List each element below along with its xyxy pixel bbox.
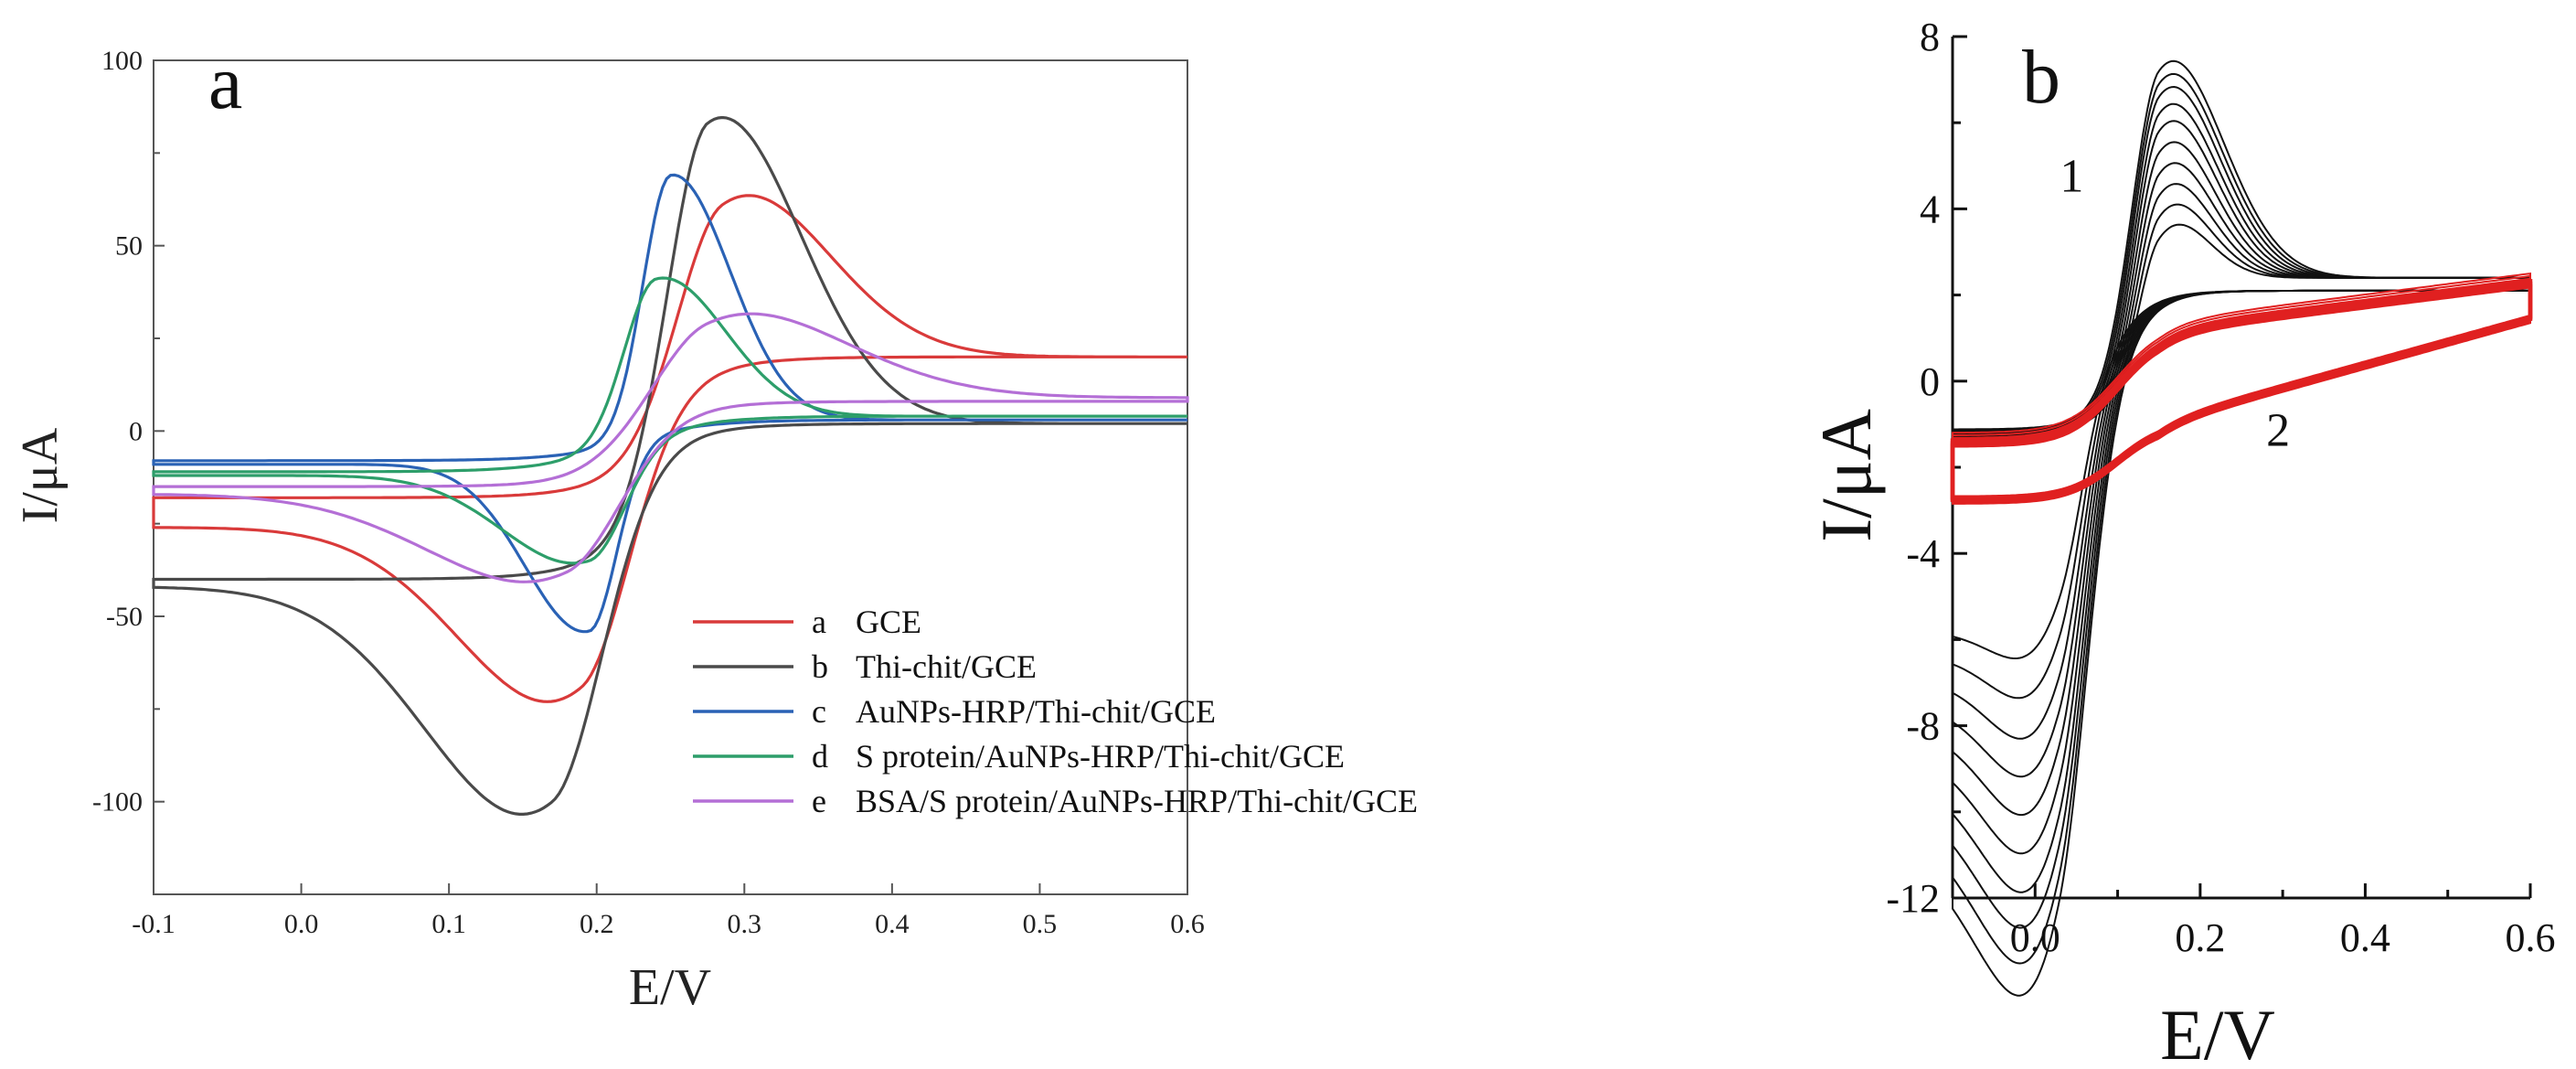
x-tick-label: 0.0 <box>284 909 319 939</box>
x-tick-label: -0.1 <box>132 909 176 939</box>
x-tick-label: 0.6 <box>1170 909 1205 939</box>
x-tick-label: 0.1 <box>431 909 466 939</box>
cv-curve-c <box>152 173 1187 634</box>
legend-key-e: e <box>812 783 826 819</box>
panel-a: -0.1 0.0 0.1 0.2 0.3 0.4 0.5 0.6 100500-50-100 … <box>12 40 1418 1016</box>
y-tick-label: -4 <box>1906 531 1940 576</box>
panel-b-y-ticks: 8 4 0 -4 -8 -12 <box>1886 15 1967 921</box>
x-tick-label: 0.2 <box>2175 915 2225 960</box>
panel-a-plot-frame <box>153 59 1188 895</box>
x-tick-label: 0.2 <box>580 909 614 939</box>
y-tick-label: -50 <box>106 602 143 632</box>
legend-label-e: BSA/S protein/AuNPs-HRP/Thi-chit/GCE <box>856 783 1418 819</box>
cv-curve-a <box>152 194 1187 703</box>
y-tick-label: 100 <box>101 46 143 76</box>
x-tick-label: 0.3 <box>728 909 762 939</box>
black-cv-curve <box>1952 120 2531 855</box>
curve-label: 1 <box>2060 151 2083 203</box>
panel-b-x-axis-title: E/V <box>2160 995 2275 1069</box>
panel-b-curves <box>1950 59 2533 997</box>
y-tick-label: 50 <box>115 231 143 262</box>
legend-key-d: d <box>812 738 828 775</box>
x-tick-label: 0.6 <box>2506 915 2556 960</box>
legend-key-a: a <box>812 604 826 640</box>
panel-a-y-axis-title: I/μA <box>12 427 69 523</box>
panel-a-y-ticks: 100 50 0 -50 -100 <box>92 46 165 818</box>
x-tick-label: 0.0 <box>2010 915 2060 960</box>
curve-label: 2 <box>2266 404 2290 456</box>
legend-label-d: S protein/AuNPs-HRP/Thi-chit/GCE <box>856 738 1345 775</box>
y-tick-label: 0 <box>129 416 143 446</box>
y-tick-label: -100 <box>92 787 143 818</box>
legend-label-a: GCE <box>856 604 921 640</box>
x-tick-label: 0.4 <box>2340 915 2390 960</box>
panel-a-legend: a GCE b Thi-chit/GCE c AuNPs-HRP/Thi-chit/GCE… <box>693 604 1418 819</box>
cv-curve-b <box>152 115 1187 816</box>
cv-curve-d <box>152 276 1187 565</box>
black-cv-curve <box>1952 72 2531 965</box>
x-tick-label: 0.4 <box>875 909 910 939</box>
legend-label-b: Thi-chit/GCE <box>856 648 1037 685</box>
panel-a-x-ticks: -0.1 0.0 0.1 0.2 0.3 0.4 0.5 0.6 <box>132 883 1205 939</box>
legend-key-b: b <box>812 648 828 685</box>
panel-b-x-ticks: 0.0 0.2 0.4 0.6 <box>1951 883 2556 960</box>
y-tick-label: 8 <box>1920 15 1940 59</box>
x-tick-label: 0.5 <box>1023 909 1058 939</box>
y-tick-label: 0 <box>1920 359 1940 404</box>
panel-b-y-axis-title: I/μA <box>1806 409 1886 542</box>
y-tick-label: -8 <box>1906 704 1940 749</box>
panel-b-letter: b <box>2022 35 2060 120</box>
panel-b-curve-labels: 12 <box>2060 151 2290 457</box>
legend-key-c: c <box>812 693 826 730</box>
red-cv-curve <box>1952 274 2531 504</box>
black-cv-curve <box>1952 141 2531 817</box>
y-tick-label: 4 <box>1920 187 1940 231</box>
panel-a-x-axis-title: E/V <box>629 959 711 1016</box>
panel-a-letter: a <box>208 40 242 125</box>
red-cv-curve <box>1952 272 2531 505</box>
panel-a-curves <box>152 115 1189 816</box>
cv-curve-e <box>152 312 1189 583</box>
y-tick-label: -12 <box>1886 876 1940 921</box>
panel-b: 0.0 0.2 0.4 0.6 840-4-8-12 12 b E/V I/μA <box>1806 15 2556 1069</box>
black-cv-curve <box>1952 59 2531 997</box>
legend-label-c: AuNPs-HRP/Thi-chit/GCE <box>856 693 1216 730</box>
